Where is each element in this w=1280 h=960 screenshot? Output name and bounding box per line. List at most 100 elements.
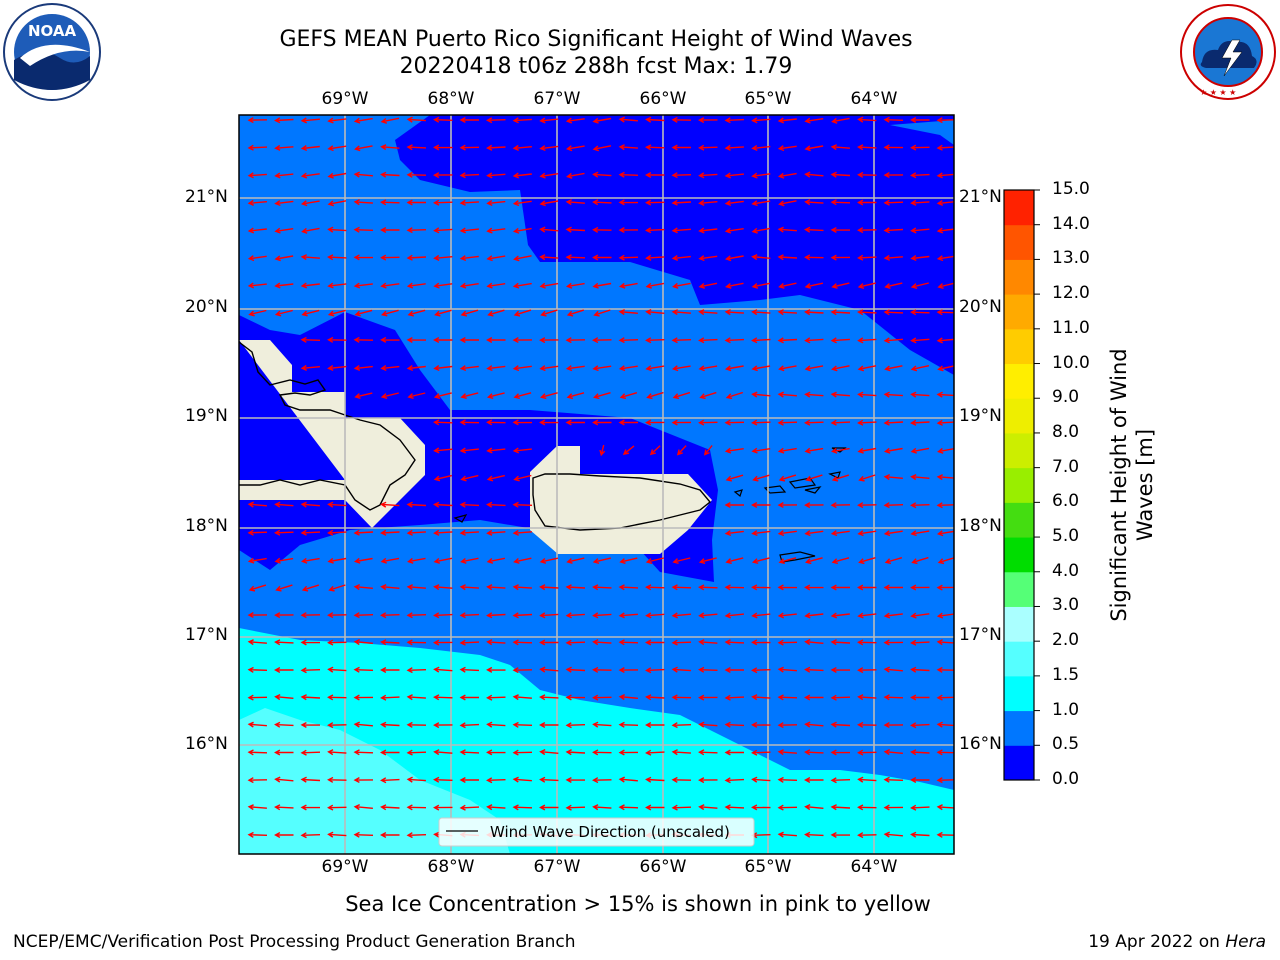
wave-direction-arrow — [830, 530, 850, 537]
wave-direction-arrow — [883, 171, 904, 179]
wave-direction-arrow — [512, 721, 533, 728]
colorbar-segment — [1004, 675, 1034, 712]
wave-direction-arrow — [883, 199, 904, 206]
wave-direction-arrow — [592, 337, 612, 344]
wave-direction-arrow — [698, 749, 718, 756]
wave-direction-arrow — [857, 227, 877, 234]
wave-direction-arrow — [433, 666, 453, 673]
wave-direction-arrow — [459, 365, 479, 372]
wave-direction-arrow — [407, 557, 426, 564]
wave-direction-arrow — [433, 584, 453, 591]
wave-direction-arrow — [804, 804, 824, 811]
wave-direction-arrow — [380, 117, 400, 124]
wave-direction-arrow — [565, 117, 585, 124]
wave-direction-arrow — [353, 776, 374, 784]
wave-direction-arrow — [353, 584, 373, 591]
colorbar-tick-label: 0.0 — [1052, 769, 1080, 789]
wave-direction-arrow — [354, 145, 373, 152]
wave-direction-arrow — [671, 365, 691, 372]
wave-direction-arrow — [300, 364, 320, 371]
wave-direction-arrow — [353, 749, 374, 756]
wave-direction-arrow — [592, 666, 612, 673]
wave-direction-arrow — [777, 172, 797, 179]
wave-direction-arrow — [883, 804, 904, 811]
wave-direction-arrow — [486, 419, 506, 426]
wave-direction-arrow — [724, 501, 744, 509]
wave-direction-arrow — [777, 501, 798, 509]
colorbar-segment — [1004, 571, 1034, 607]
wave-direction-arrow — [247, 666, 268, 673]
wave-direction-arrow — [910, 447, 930, 454]
wave-direction-arrow — [353, 254, 374, 261]
wave-direction-arrow — [645, 419, 665, 426]
wave-direction-arrow — [910, 474, 930, 481]
wave-direction-arrow — [752, 474, 770, 482]
wave-direction-arrow — [565, 749, 586, 756]
wave-direction-arrow — [804, 365, 824, 372]
wave-direction-arrow — [777, 666, 797, 673]
wave-direction-arrow — [433, 804, 453, 811]
wave-direction-arrow — [883, 144, 904, 151]
wave-direction-arrow — [777, 722, 798, 729]
wave-direction-arrow — [619, 557, 638, 564]
lat-label-right-20n: 20°N — [959, 297, 1002, 317]
wave-direction-arrow — [565, 722, 586, 729]
wave-direction-arrow — [725, 474, 744, 482]
colorbar-segment — [1004, 710, 1034, 746]
wave-direction-arrow — [698, 612, 718, 619]
wave-direction-arrow — [751, 530, 771, 537]
wave-direction-arrow — [671, 227, 691, 234]
wave-direction-arrow — [327, 172, 347, 179]
wave-direction-arrow — [539, 694, 559, 701]
wave-zone-0-0p5-north — [395, 115, 954, 375]
wave-direction-arrow — [830, 254, 851, 261]
wave-direction-arrow — [274, 172, 294, 179]
wave-direction-arrow — [274, 282, 294, 289]
colorbar-tick-label: 13.0 — [1052, 248, 1090, 269]
wave-direction-arrow — [724, 144, 744, 151]
wave-direction-arrow — [459, 749, 480, 756]
wave-direction-arrow — [459, 447, 479, 454]
wave-direction-arrow — [830, 502, 851, 509]
wave-direction-arrow — [406, 804, 427, 811]
wave-direction-arrow — [539, 612, 559, 619]
wave-direction-arrow — [804, 749, 824, 756]
wave-direction-arrow — [406, 639, 427, 646]
wave-direction-arrow — [857, 667, 877, 674]
wave-direction-arrow — [247, 144, 268, 151]
wave-direction-arrow — [830, 749, 851, 756]
lat-label-right-16n: 16°N — [959, 734, 1002, 754]
wave-direction-arrow — [380, 831, 400, 839]
wave-direction-arrow — [724, 530, 744, 537]
wave-direction-arrow — [565, 199, 585, 206]
wave-direction-arrow — [936, 144, 954, 151]
wave-direction-arrow — [671, 666, 691, 673]
wave-direction-arrow — [353, 117, 373, 124]
wave-direction-arrow — [565, 804, 586, 811]
wave-direction-arrow — [540, 392, 558, 400]
wave-direction-arrow — [724, 804, 745, 811]
wave-direction-arrow — [724, 337, 745, 344]
wave-direction-arrow — [724, 255, 744, 262]
wave-direction-arrow — [751, 721, 771, 728]
wave-direction-arrow — [433, 501, 453, 508]
wave-direction-arrow — [566, 392, 585, 400]
wave-direction-arrow — [380, 694, 400, 701]
wave-direction-arrow — [539, 117, 559, 124]
puerto-rico-land — [530, 446, 712, 554]
colorbar-tick-label: 8.0 — [1052, 421, 1080, 442]
wave-direction-arrow — [327, 722, 347, 729]
wave-direction-arrow — [751, 749, 771, 756]
wave-direction-arrow — [857, 391, 877, 398]
wave-direction-arrow — [910, 172, 930, 179]
wave-direction-arrow — [857, 199, 877, 206]
wave-direction-arrow — [512, 419, 533, 426]
wave-direction-arrow — [327, 254, 347, 261]
wave-direction-arrow — [486, 529, 506, 536]
wave-direction-arrow — [751, 447, 771, 454]
wave-direction-arrow — [300, 117, 320, 124]
wave-direction-arrow — [883, 612, 903, 619]
wave-direction-arrow — [910, 694, 930, 701]
colorbar-tick-label: 12.0 — [1052, 283, 1090, 304]
colorbar-segment — [1004, 467, 1034, 503]
